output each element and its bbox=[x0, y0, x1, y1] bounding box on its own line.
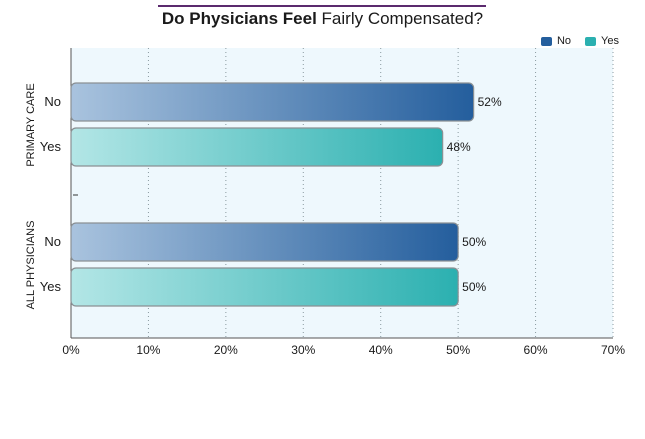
x-tick-label: 20% bbox=[214, 343, 238, 357]
bar-primary-care-no bbox=[70, 82, 475, 122]
x-tick-label: 30% bbox=[291, 343, 315, 357]
legend: No Yes bbox=[540, 35, 619, 47]
legend-swatch-no bbox=[540, 36, 552, 46]
data-label: 50% bbox=[462, 280, 486, 294]
legend-label-no: No bbox=[556, 35, 572, 47]
bar-all-physicians-no bbox=[70, 222, 459, 262]
legend-item-yes: Yes bbox=[585, 35, 619, 47]
x-tick-label: 70% bbox=[601, 343, 625, 357]
category-label: No bbox=[44, 234, 61, 249]
legend-item-no: No bbox=[540, 35, 572, 47]
category-label: Yes bbox=[40, 139, 62, 154]
bar-all-physicians-yes bbox=[70, 267, 459, 307]
category-label: No bbox=[44, 94, 61, 109]
x-tick-label: 60% bbox=[524, 343, 548, 357]
chart-title-regular: Fairly Compensated? bbox=[321, 9, 484, 28]
data-label: 52% bbox=[478, 95, 502, 109]
title-rule bbox=[158, 5, 486, 7]
data-label: 50% bbox=[462, 235, 486, 249]
group-label: ALL PHYSICIANS bbox=[25, 221, 37, 310]
x-tick-label: 0% bbox=[62, 343, 80, 357]
legend-swatch-yes bbox=[585, 36, 597, 46]
chart-title: Do Physicians Feel Fairly Compensated? bbox=[0, 9, 645, 29]
chart-title-bold: Do Physicians Feel bbox=[161, 9, 317, 28]
bar-primary-care-yes bbox=[70, 127, 444, 167]
x-tick-label: 50% bbox=[446, 343, 470, 357]
group-label: PRIMARY CARE bbox=[25, 83, 37, 166]
data-label: 48% bbox=[447, 140, 471, 154]
category-label: Yes bbox=[40, 279, 62, 294]
x-tick-label: 40% bbox=[369, 343, 393, 357]
x-tick-label: 10% bbox=[136, 343, 160, 357]
legend-label-yes: Yes bbox=[601, 35, 619, 47]
